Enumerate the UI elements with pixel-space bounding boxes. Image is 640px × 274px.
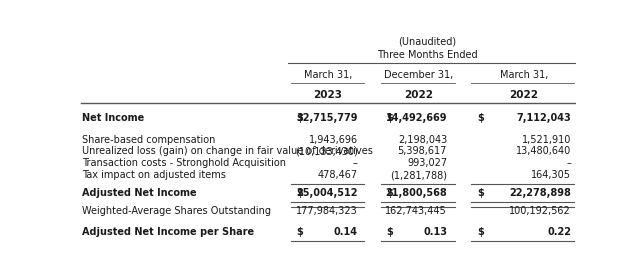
Text: 0.14: 0.14 xyxy=(334,227,358,237)
Text: Adjusted Net Income per Share: Adjusted Net Income per Share xyxy=(83,227,255,237)
Text: (10,133,430): (10,133,430) xyxy=(295,146,358,156)
Text: Transaction costs - Stronghold Acquisition: Transaction costs - Stronghold Acquisiti… xyxy=(83,158,287,168)
Text: Share-based compensation: Share-based compensation xyxy=(83,135,216,145)
Text: $: $ xyxy=(296,113,303,123)
Text: 2,198,043: 2,198,043 xyxy=(398,135,447,145)
Text: 2022: 2022 xyxy=(404,90,433,100)
Text: 14,492,669: 14,492,669 xyxy=(385,113,447,123)
Text: 993,027: 993,027 xyxy=(407,158,447,168)
Text: 7,112,043: 7,112,043 xyxy=(516,113,571,123)
Text: 5,398,617: 5,398,617 xyxy=(397,146,447,156)
Text: 0.22: 0.22 xyxy=(547,227,571,237)
Text: 164,305: 164,305 xyxy=(531,170,571,180)
Text: December 31,: December 31, xyxy=(383,70,453,80)
Text: Adjusted Net Income: Adjusted Net Income xyxy=(83,188,197,198)
Text: March 31,: March 31, xyxy=(304,70,352,80)
Text: 21,800,568: 21,800,568 xyxy=(385,188,447,198)
Text: 32,715,779: 32,715,779 xyxy=(296,113,358,123)
Text: 25,004,512: 25,004,512 xyxy=(296,188,358,198)
Text: 2023: 2023 xyxy=(314,90,342,100)
Text: Weighted-Average Shares Outstanding: Weighted-Average Shares Outstanding xyxy=(83,206,271,216)
Text: Tax impact on adjusted items: Tax impact on adjusted items xyxy=(83,170,227,180)
Text: $: $ xyxy=(477,188,484,198)
Text: 177,984,323: 177,984,323 xyxy=(296,206,358,216)
Text: $: $ xyxy=(387,188,393,198)
Text: $: $ xyxy=(477,227,484,237)
Text: 1,521,910: 1,521,910 xyxy=(522,135,571,145)
Text: Net Income: Net Income xyxy=(83,113,145,123)
Text: –: – xyxy=(566,158,571,168)
Text: 13,480,640: 13,480,640 xyxy=(516,146,571,156)
Text: –: – xyxy=(353,158,358,168)
Text: 2022: 2022 xyxy=(509,90,538,100)
Text: Three Months Ended: Three Months Ended xyxy=(377,50,477,60)
Text: 22,278,898: 22,278,898 xyxy=(509,188,571,198)
Text: $: $ xyxy=(387,227,393,237)
Text: (Unaudited): (Unaudited) xyxy=(398,36,456,46)
Text: $: $ xyxy=(477,113,484,123)
Text: March 31,: March 31, xyxy=(500,70,548,80)
Text: 100,192,562: 100,192,562 xyxy=(509,206,571,216)
Text: 0.13: 0.13 xyxy=(423,227,447,237)
Text: $: $ xyxy=(387,113,393,123)
Text: 162,743,445: 162,743,445 xyxy=(385,206,447,216)
Text: $: $ xyxy=(296,227,303,237)
Text: (1,281,788): (1,281,788) xyxy=(390,170,447,180)
Text: 1,943,696: 1,943,696 xyxy=(308,135,358,145)
Text: Unrealized loss (gain) on change in fair value of derivatives: Unrealized loss (gain) on change in fair… xyxy=(83,146,373,156)
Text: $: $ xyxy=(296,188,303,198)
Text: 478,467: 478,467 xyxy=(317,170,358,180)
